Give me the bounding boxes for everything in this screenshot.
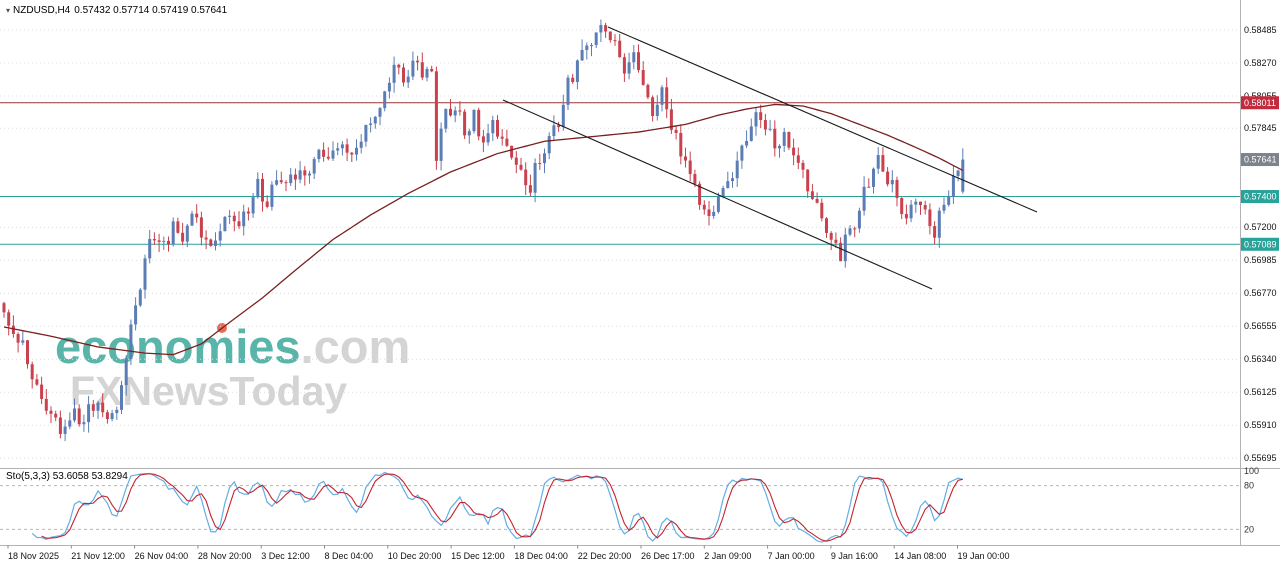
svg-text:80: 80 <box>1244 481 1254 491</box>
stochastic-pane <box>0 471 1240 543</box>
svg-text:14 Jan 08:00: 14 Jan 08:00 <box>894 551 946 561</box>
stochastic-main-line <box>31 471 963 543</box>
chart-legend: ▾ NZDUSD,H4 0.57432 0.57714 0.57419 0.5764… <box>6 5 231 16</box>
moving-average-line[interactable] <box>3 103 964 356</box>
svg-text:28 Nov 20:00: 28 Nov 20:00 <box>198 551 252 561</box>
svg-text:0.56125: 0.56125 <box>1244 387 1277 397</box>
symbol-period-label: NZDUSD,H4 <box>13 5 71 16</box>
price-axis[interactable]: 0.58485 0.58270 0.58055 0.57845 0.57200 0.569… <box>1241 25 1279 463</box>
svg-text:19 Jan 00:00: 19 Jan 00:00 <box>958 551 1010 561</box>
price-marker-resistance <box>1241 96 1279 110</box>
ohlc-values: 0.57432 0.57714 0.57419 0.57641 <box>74 5 228 16</box>
svg-text:8 Dec 04:00: 8 Dec 04:00 <box>325 551 374 561</box>
level-lines[interactable] <box>0 102 1240 245</box>
svg-text:0.57641: 0.57641 <box>1244 155 1277 165</box>
stochastic-axis[interactable]: 100 80 20 <box>1244 466 1259 534</box>
candles <box>2 19 965 442</box>
svg-text:21 Nov 12:00: 21 Nov 12:00 <box>71 551 125 561</box>
svg-text:26 Nov 04:00: 26 Nov 04:00 <box>135 551 189 561</box>
indicator-legend: Sto(5,3,3) 53.6058 53.8294 <box>6 471 132 482</box>
svg-text:FXNewsToday: FXNewsToday <box>70 368 347 414</box>
price-marker-current <box>1241 153 1279 167</box>
time-axis[interactable]: 18 Nov 2025 21 Nov 12:00 26 Nov 04:00 28 No… <box>7 545 1010 562</box>
svg-text:0.57845: 0.57845 <box>1244 123 1277 133</box>
price-marker-support <box>1241 237 1279 251</box>
svg-text:0.57200: 0.57200 <box>1244 222 1277 232</box>
svg-text:0.56770: 0.56770 <box>1244 288 1277 298</box>
svg-text:0.57400: 0.57400 <box>1244 192 1277 202</box>
svg-text:economies.com: economies.com <box>55 320 410 373</box>
svg-text:2 Jan 09:00: 2 Jan 09:00 <box>704 551 751 561</box>
svg-text:0.58485: 0.58485 <box>1244 25 1277 35</box>
svg-text:0.56340: 0.56340 <box>1244 354 1277 364</box>
svg-text:0.58270: 0.58270 <box>1244 58 1277 68</box>
chart-menu-icon[interactable]: ▾ <box>6 6 11 15</box>
price-grid <box>0 29 1240 459</box>
indicator-label: Sto(5,3,3) 53.6058 53.8294 <box>6 471 128 482</box>
svg-text:26 Dec 17:00: 26 Dec 17:00 <box>641 551 695 561</box>
svg-text:22 Dec 20:00: 22 Dec 20:00 <box>578 551 632 561</box>
svg-text:0.55695: 0.55695 <box>1244 453 1277 463</box>
pane-separators[interactable] <box>0 0 1280 546</box>
svg-text:0.56555: 0.56555 <box>1244 321 1277 331</box>
svg-text:9 Jan 16:00: 9 Jan 16:00 <box>831 551 878 561</box>
svg-text:0.55910: 0.55910 <box>1244 420 1277 430</box>
svg-text:10 Dec 20:00: 10 Dec 20:00 <box>388 551 442 561</box>
svg-text:7 Jan 00:00: 7 Jan 00:00 <box>768 551 815 561</box>
price-marker-support <box>1241 190 1279 204</box>
svg-text:0.56985: 0.56985 <box>1244 255 1277 265</box>
svg-text:0.58055: 0.58055 <box>1244 91 1277 101</box>
svg-text:100: 100 <box>1244 466 1259 476</box>
svg-text:0.58011: 0.58011 <box>1244 98 1276 108</box>
svg-text:3 Dec 12:00: 3 Dec 12:00 <box>261 551 310 561</box>
svg-text:0.57089: 0.57089 <box>1244 239 1277 249</box>
svg-text:18 Nov 2025: 18 Nov 2025 <box>8 551 59 561</box>
stochastic-signal-line <box>41 473 963 542</box>
trendlines[interactable] <box>502 26 1038 290</box>
svg-text:18 Dec 04:00: 18 Dec 04:00 <box>514 551 568 561</box>
svg-text:15 Dec 12:00: 15 Dec 12:00 <box>451 551 505 561</box>
svg-text:20: 20 <box>1244 524 1254 534</box>
